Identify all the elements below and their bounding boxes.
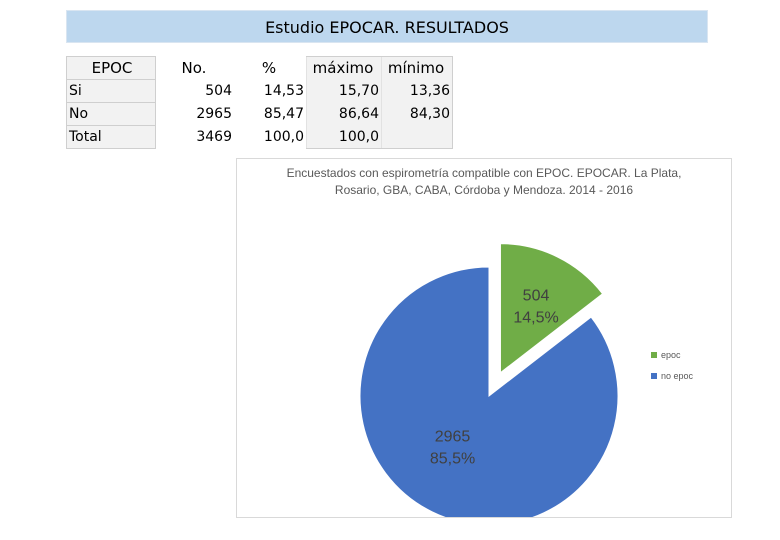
- col-header-min: mínimo: [381, 56, 453, 80]
- col-header-no: No.: [155, 56, 234, 80]
- cell-n: 504: [155, 79, 234, 103]
- chart-legend: epoc no epoc: [651, 347, 693, 389]
- pie-slice-no-epoc: [359, 266, 619, 517]
- table-row: Si 504 14,53 15,70 13,36: [66, 79, 453, 103]
- cell-pct: 100,0: [234, 125, 307, 149]
- cell-n: 2965: [155, 102, 234, 126]
- cell-pct: 85,47: [234, 102, 307, 126]
- col-header-max: máximo: [306, 56, 382, 80]
- cell-max: 15,70: [306, 79, 382, 103]
- page-title: Estudio EPOCAR. RESULTADOS: [265, 18, 509, 37]
- row-label: Si: [66, 79, 156, 103]
- cell-pct: 14,53: [234, 79, 307, 103]
- legend-label: epoc: [661, 350, 681, 360]
- table-row: Total 3469 100,0 100,0: [66, 125, 453, 149]
- cell-n: 3469: [155, 125, 234, 149]
- pie-chart-panel: Encuestados con espirometría compatible …: [236, 158, 732, 518]
- legend-entry: no epoc: [651, 368, 693, 384]
- table-row: No 2965 85,47 86,64 84,30: [66, 102, 453, 126]
- chart-title-line-1: Encuestados con espirometría compatible …: [286, 166, 682, 180]
- cell-min: 84,30: [381, 102, 453, 126]
- cell-max: 100,0: [306, 125, 382, 149]
- pie-slice-epoc: [499, 243, 604, 374]
- chart-title-line-2: Rosario, GBA, CABA, Córdoba y Mendoza. 2…: [334, 183, 634, 197]
- slice-percent-label: 85,5%: [430, 451, 475, 468]
- slice-percent-label: 14,5%: [513, 309, 558, 326]
- cell-min: [381, 125, 453, 149]
- legend-label: no epoc: [661, 371, 694, 381]
- slice-value-label: 2965: [435, 429, 471, 446]
- legend-swatch: [651, 373, 657, 379]
- chart-title: Encuestados con espirometría compatible …: [237, 165, 731, 199]
- legend-entry: epoc: [651, 347, 693, 363]
- legend-swatch: [651, 352, 657, 358]
- slice-value-label: 504: [523, 287, 550, 304]
- cell-max: 86,64: [306, 102, 382, 126]
- col-header-pct: %: [234, 56, 307, 80]
- results-table: EPOC No. % máximo mínimo Si 504 14,53 15…: [66, 56, 453, 149]
- page-title-banner: Estudio EPOCAR. RESULTADOS: [66, 10, 708, 43]
- table-header-row: EPOC No. % máximo mínimo: [66, 56, 453, 80]
- row-label: Total: [66, 125, 156, 149]
- row-label: No: [66, 102, 156, 126]
- col-header-epoc: EPOC: [66, 56, 156, 80]
- pie-chart: 504 14,5% 2965 85,5%: [359, 243, 619, 517]
- cell-min: 13,36: [381, 79, 453, 103]
